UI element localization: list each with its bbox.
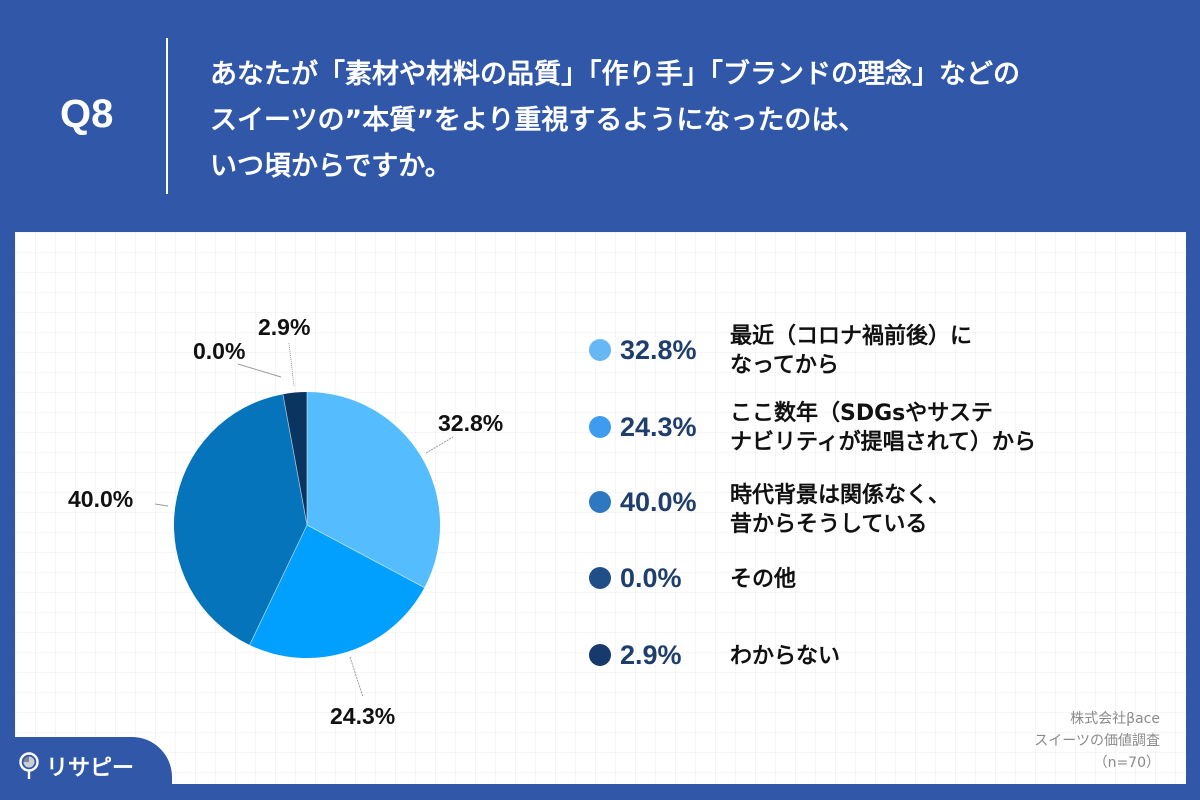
pie-slice-few-years <box>249 525 425 659</box>
source-company: 株式会社βace <box>1070 711 1160 727</box>
header-divider <box>166 38 168 194</box>
question-line: あなたが「素材や材料の品質」「作り手」「ブランドの理念」などの <box>210 59 1020 90</box>
legend-label: その他 <box>730 567 797 592</box>
legend-percent: 24.3% <box>620 412 697 442</box>
brand-name: リサピー <box>46 756 135 781</box>
pie-slice-recent <box>307 392 441 588</box>
legend-percent: 2.9% <box>620 640 682 670</box>
pie-label-24-3: 24.3% <box>330 703 396 729</box>
question-text: あなたが「素材や材料の品質」「作り手」「ブランドの理念」などの スイーツの”本質… <box>210 52 1180 190</box>
pin-pie-icon <box>19 752 39 779</box>
question-line: いつ頃からですか。 <box>210 151 452 182</box>
legend-dot-icon <box>589 416 611 438</box>
legend-label: 時代背景は関係なく、 昔からそうしている <box>730 483 951 537</box>
legend-dot-icon <box>589 567 611 589</box>
pie-label-2-9: 2.9% <box>258 314 311 340</box>
legend-label: ここ数年（SDGsやサステ ナビリティが提唱されて）から <box>730 401 1037 455</box>
legend-percent: 0.0% <box>620 563 682 593</box>
pie-label-32-8: 32.8% <box>438 410 504 436</box>
pie-label-0-0: 0.0% <box>193 338 246 364</box>
legend-percent: 32.8% <box>620 335 697 365</box>
question-line: スイーツの”本質”をより重視するようになったのは、 <box>210 105 866 136</box>
question-number: Q8 <box>60 92 114 136</box>
brand-logo: リサピー <box>18 750 134 782</box>
legend-dot-icon <box>589 491 611 513</box>
legend-percent: 40.0% <box>620 487 697 517</box>
logo-tab <box>0 737 172 800</box>
legend-dot-icon <box>589 644 611 666</box>
pie-slice-always <box>173 394 307 645</box>
legend-label: 最近（コロナ禍前後）に なってから <box>730 324 973 378</box>
leader-line-0-0 <box>237 363 282 378</box>
legend-label: わからない <box>730 644 841 669</box>
leader-line-2-9 <box>288 342 295 387</box>
source-note: 株式会社βace スイーツの価値調査 （n=70） <box>1034 708 1160 774</box>
pie-label-40-0: 40.0% <box>68 486 134 512</box>
source-sample-size: （n=70） <box>1093 755 1160 771</box>
leader-line-40-0 <box>154 503 169 507</box>
source-survey: スイーツの価値調査 <box>1034 733 1160 749</box>
leader-line-32-8 <box>425 436 454 454</box>
leader-line-24-3 <box>349 656 364 698</box>
legend-dot-icon <box>589 339 611 361</box>
header: Q8 あなたが「素材や材料の品質」「作り手」「ブランドの理念」などの スイーツの… <box>0 0 1200 232</box>
